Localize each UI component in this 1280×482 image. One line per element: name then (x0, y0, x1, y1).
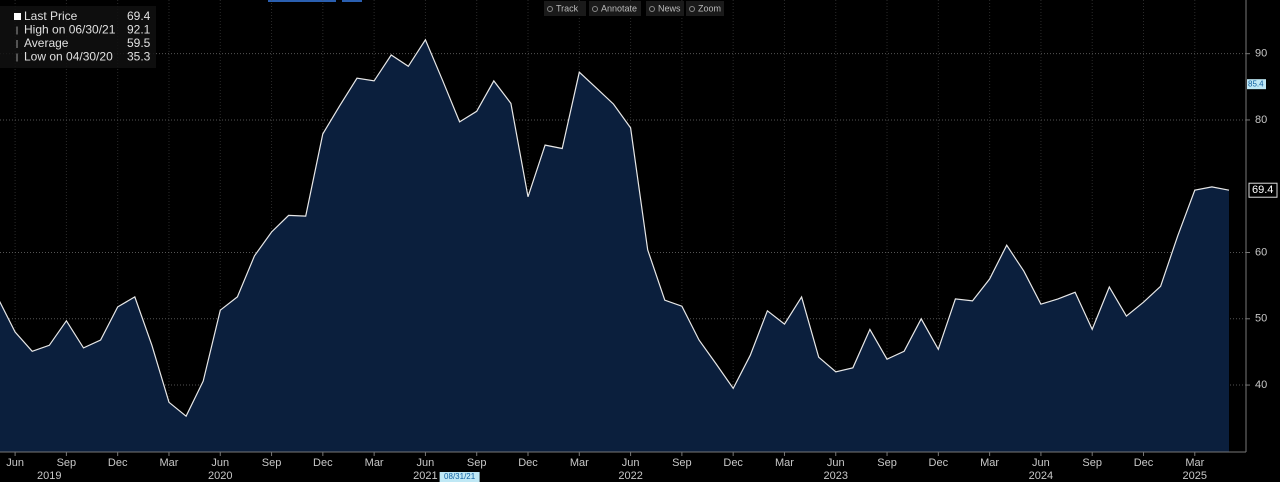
y-tick-label: 60 (1255, 246, 1267, 258)
y-tick-label: 90 (1255, 48, 1267, 60)
x-tick-label: Jun (211, 457, 229, 469)
year-label: 2020 (208, 470, 232, 482)
area (0, 39, 1229, 452)
x-tick-label: Dec (518, 457, 538, 469)
x-tick-label: Mar (1185, 457, 1204, 469)
x-tick-label: Sep (672, 457, 692, 469)
toolbar-label[interactable]: Zoom (698, 3, 721, 13)
x-tick-label: Dec (723, 457, 743, 469)
last-price-label: 69.4 (1252, 184, 1273, 196)
year-label: 2025 (1183, 470, 1207, 482)
legend-label: Low on 04/30/20 (24, 50, 113, 64)
x-tick-label: Dec (108, 457, 128, 469)
cursor-date-box (439, 472, 480, 482)
y-tick-label: 50 (1255, 313, 1267, 325)
year-label: 2024 (1029, 470, 1053, 482)
toolbar-label[interactable]: News (658, 3, 681, 13)
tab (342, 0, 362, 2)
x-tick-label: Mar (159, 457, 178, 469)
toolbar-label[interactable]: Track (556, 3, 579, 13)
legend-value: 92.1 (127, 23, 151, 37)
legend-value: 59.5 (127, 36, 151, 50)
toolbar-icon (547, 6, 553, 12)
x-tick-label: Dec (929, 457, 949, 469)
last-price-tag (1248, 182, 1278, 198)
y-tick-label: 80 (1255, 114, 1267, 126)
legend-label: High on 06/30/21 (24, 23, 116, 37)
value-marker (1247, 79, 1266, 90)
toolbar-icon (649, 6, 655, 12)
x-tick-label: Jun (417, 457, 435, 469)
x-tick-label: Jun (6, 457, 24, 469)
year-label: 2022 (618, 470, 642, 482)
cursor-date: 08/31/21 (444, 472, 476, 481)
legend-label: Last Price (24, 9, 78, 23)
x-tick-label: Mar (365, 457, 384, 469)
x-tick-label: Sep (467, 457, 487, 469)
x-tick-label: Jun (622, 457, 640, 469)
x-tick-label: Jun (1032, 457, 1050, 469)
tab (268, 0, 336, 2)
value-marker-label: 85.4 (1248, 79, 1264, 88)
x-tick-label: Mar (980, 457, 999, 469)
year-label: 2023 (824, 470, 848, 482)
legend-label: Average (24, 36, 69, 50)
toolbar-button[interactable] (589, 1, 641, 16)
x-tick-label: Mar (570, 457, 589, 469)
toolbar-label[interactable]: Annotate (601, 3, 637, 13)
legend-value: 69.4 (127, 9, 151, 23)
x-tick-label: Sep (262, 457, 282, 469)
x-tick-label: Jun (827, 457, 845, 469)
toolbar-button[interactable] (686, 1, 724, 16)
y-tick-label: 40 (1255, 379, 1267, 391)
x-tick-label: Dec (313, 457, 333, 469)
toolbar-button[interactable] (646, 1, 684, 16)
toolbar-icon (689, 6, 695, 12)
legend-value: 35.3 (127, 50, 151, 64)
line (0, 38, 1230, 418)
year-label: 2021 (413, 470, 437, 482)
toolbar-icon (592, 6, 598, 12)
plot-area (0, 0, 1246, 452)
toolbar-button[interactable] (544, 1, 586, 16)
x-tick-label: Mar (775, 457, 794, 469)
x-tick-label: Sep (1082, 457, 1102, 469)
legend-swatch (14, 13, 21, 20)
year-label: 2019 (37, 470, 61, 482)
legend-box (0, 6, 156, 68)
x-tick-label: Dec (1134, 457, 1154, 469)
x-tick-label: Sep (57, 457, 77, 469)
x-tick-label: Sep (877, 457, 897, 469)
